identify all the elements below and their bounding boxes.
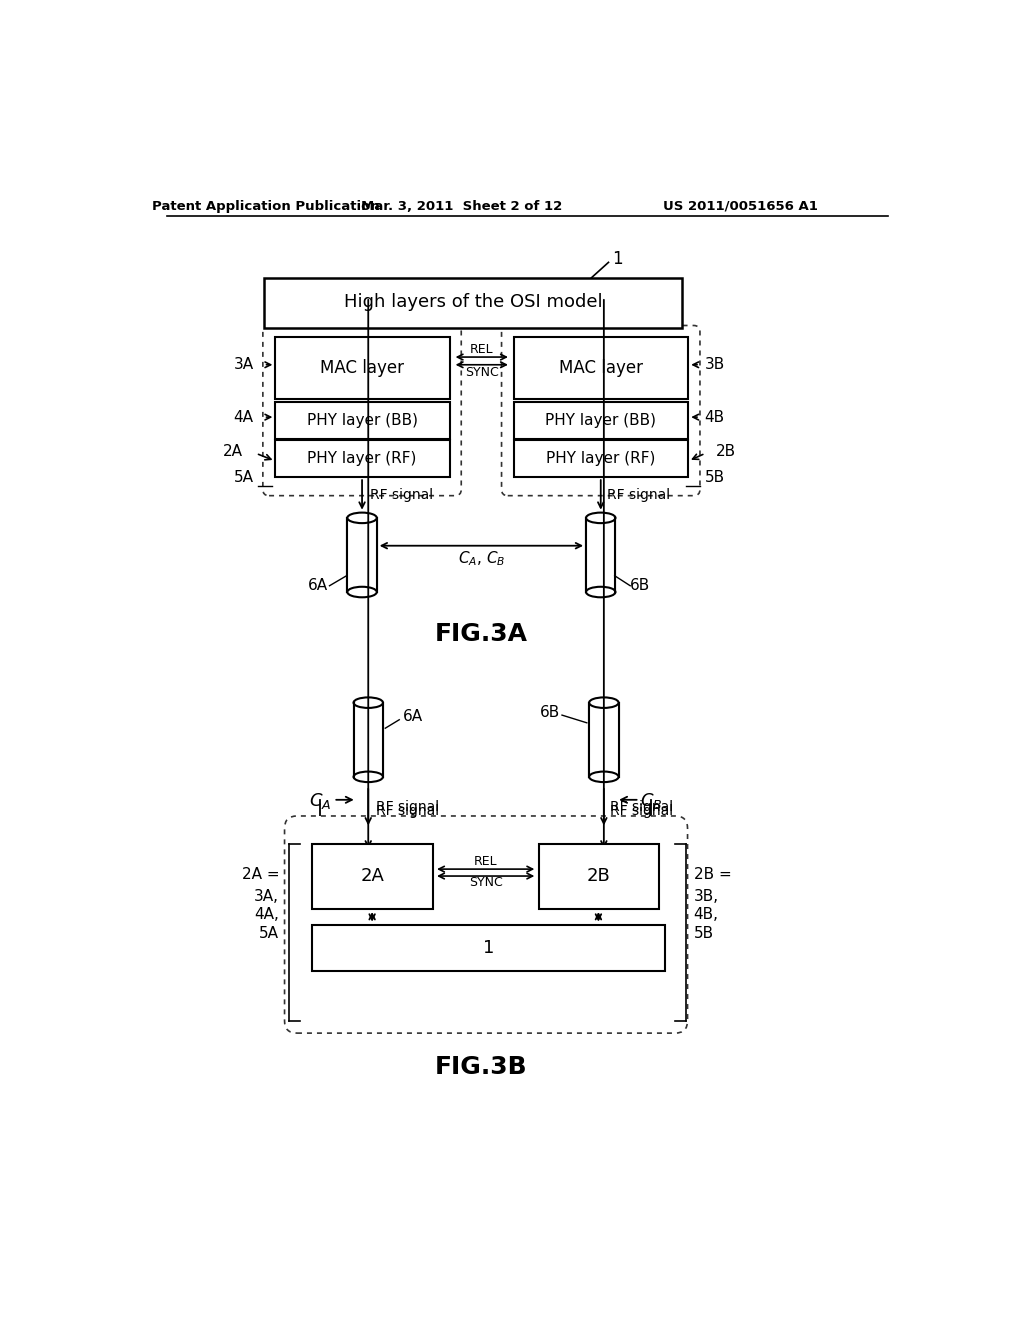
Bar [514,337,688,399]
Text: 6A: 6A [308,578,328,593]
Bar [589,702,618,777]
Text: US 2011/0051656 A1: US 2011/0051656 A1 [663,199,818,213]
Text: MAC layer: MAC layer [321,359,404,376]
Text: REL: REL [470,343,494,356]
FancyBboxPatch shape [263,326,461,496]
Text: RF signal: RF signal [610,804,673,818]
Text: $C_A$: $C_A$ [309,792,332,812]
Text: SYNC: SYNC [465,366,499,379]
Text: 5B: 5B [705,470,725,486]
Text: 6B: 6B [630,578,650,593]
Bar [275,441,450,478]
Text: 3A,: 3A, [254,888,280,904]
Bar [586,517,615,593]
Text: FIG.3B: FIG.3B [435,1055,527,1078]
Text: PHY layer (BB): PHY layer (BB) [545,413,656,428]
Text: 5A: 5A [233,470,254,486]
Text: 2A: 2A [360,867,384,884]
Text: High layers of the OSI model: High layers of the OSI model [344,293,602,312]
FancyBboxPatch shape [285,816,687,1034]
Text: RF signal: RF signal [376,804,439,818]
Text: 2A: 2A [222,444,243,458]
Text: PHY layer (RF): PHY layer (RF) [546,451,655,466]
Text: 4A: 4A [233,409,254,425]
Bar [539,843,658,909]
Text: RF signal: RF signal [370,488,433,502]
Bar [353,702,383,777]
Text: 2B: 2B [587,867,610,884]
Text: 2B: 2B [716,444,735,458]
Text: 4B: 4B [705,409,725,425]
Text: Patent Application Publication: Patent Application Publication [153,199,380,213]
Text: $C_A$, $C_B$: $C_A$, $C_B$ [458,549,505,568]
Text: REL: REL [474,855,498,869]
Text: 6A: 6A [403,709,423,725]
Text: SYNC: SYNC [469,876,503,890]
Text: 4B,: 4B, [693,907,719,923]
Text: 1: 1 [482,939,494,957]
Text: FIG.3A: FIG.3A [435,622,528,647]
Text: 3B: 3B [705,358,725,372]
Text: 2A =: 2A = [242,867,280,882]
Text: 5A: 5A [259,925,280,941]
Text: 1: 1 [612,249,623,268]
Bar [312,843,432,909]
Text: RF signal: RF signal [376,800,439,813]
Bar [312,924,665,970]
Text: Mar. 3, 2011  Sheet 2 of 12: Mar. 3, 2011 Sheet 2 of 12 [360,199,562,213]
Text: RF signal: RF signal [610,800,673,813]
Text: PHY layer (BB): PHY layer (BB) [306,413,418,428]
Text: PHY layer (RF): PHY layer (RF) [307,451,417,466]
Text: MAC layer: MAC layer [559,359,643,376]
Text: 5B: 5B [693,925,714,941]
Bar [347,517,377,593]
Text: 6B: 6B [541,705,560,721]
Bar [514,401,688,438]
Text: 3B,: 3B, [693,888,719,904]
Bar [275,337,450,399]
Text: RF signal: RF signal [607,488,670,502]
Text: 2B =: 2B = [693,867,731,882]
Text: $C_B$: $C_B$ [640,792,663,812]
Text: 4A,: 4A, [254,907,280,923]
Bar [514,441,688,478]
Bar [275,401,450,438]
Bar [263,277,682,327]
FancyBboxPatch shape [502,326,700,496]
Text: 3A: 3A [233,358,254,372]
